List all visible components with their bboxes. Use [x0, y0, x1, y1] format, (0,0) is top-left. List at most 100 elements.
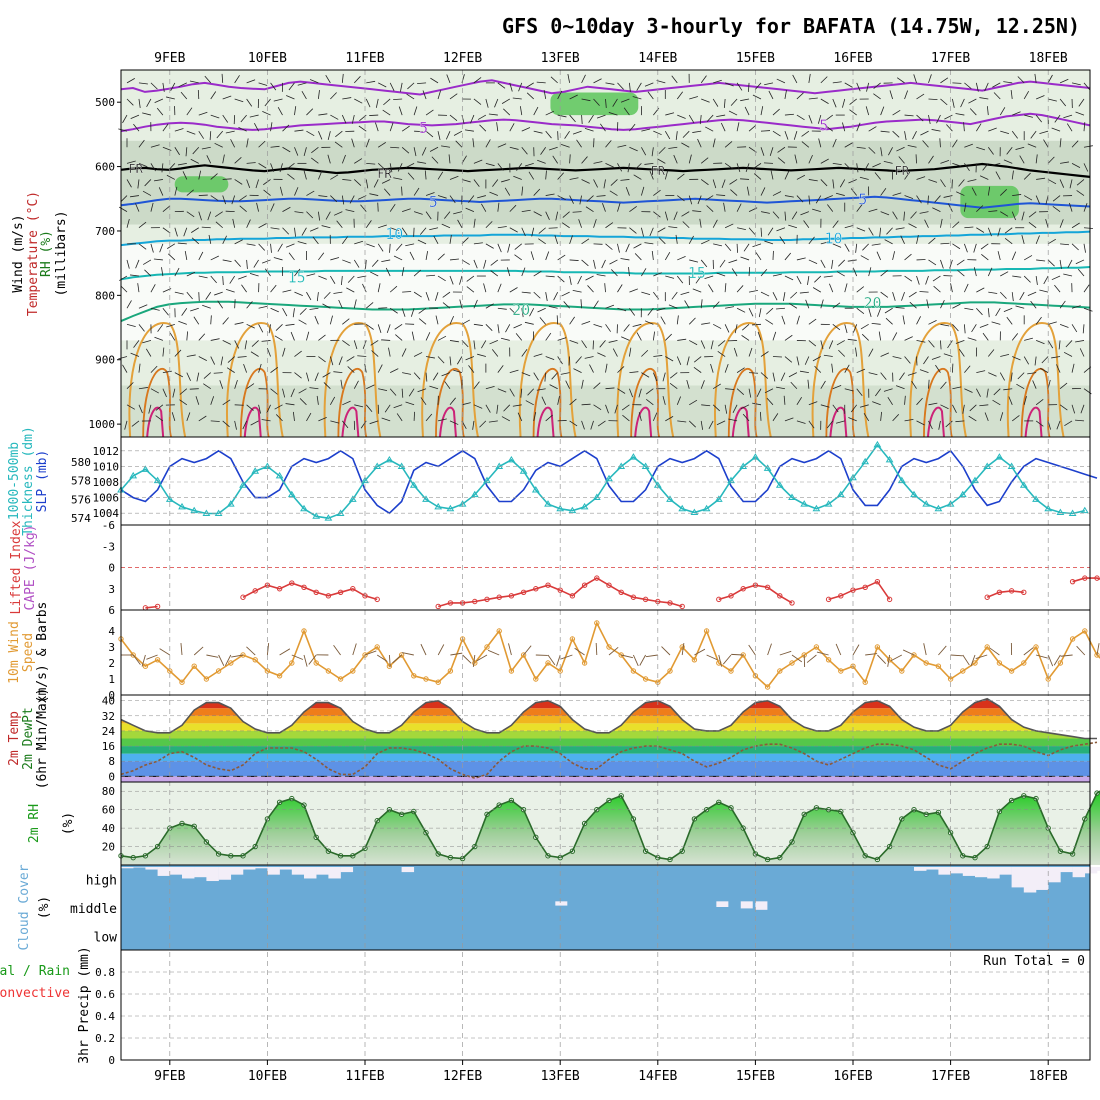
wind-barb: [1059, 138, 1062, 148]
wind-barb: [856, 163, 859, 173]
date-label-top: 16FEB: [833, 51, 872, 66]
wind-barb: [602, 203, 606, 212]
wind-barb: [969, 108, 977, 116]
wind-barb: [453, 130, 463, 136]
wind-barb: [378, 224, 387, 229]
surface-wind-barb: [291, 654, 304, 660]
wind-barb: [342, 340, 350, 347]
wind-barb: [306, 331, 310, 341]
wind-barb: [222, 399, 231, 406]
wind-barb: [730, 189, 738, 196]
wind-barb: [401, 388, 404, 398]
run-total-label: Run Total = 0: [983, 954, 1085, 969]
wind-barb: [275, 414, 283, 422]
temp-color-band: [121, 753, 1090, 762]
wind-barb: [154, 98, 164, 103]
wind-barb: [246, 79, 256, 84]
wind-barb: [1054, 284, 1061, 293]
wind-barb: [825, 125, 834, 132]
wind-barb: [823, 275, 833, 278]
wind-barb: [1043, 275, 1049, 285]
wind-barb: [863, 163, 870, 172]
wind-barb: [461, 340, 469, 348]
wind-barb: [916, 275, 920, 285]
wind-barb: [246, 404, 254, 411]
wind-barb: [287, 173, 295, 180]
surface-wind-barb: [887, 654, 891, 667]
wind-barb: [208, 234, 212, 244]
wind-barb: [664, 211, 669, 221]
wind-barb: [1047, 259, 1055, 267]
wind-barb: [118, 356, 128, 360]
wind-barb: [1064, 420, 1073, 427]
wind-barb: [916, 340, 926, 343]
wind-barb: [381, 339, 391, 341]
isotherm-label: 10: [824, 230, 842, 248]
wind-barb: [497, 324, 500, 334]
wind-barb: [347, 275, 355, 283]
wind-barb: [526, 92, 534, 100]
wind-barb: [593, 323, 603, 328]
wind-barb: [908, 291, 917, 298]
wind-barb: [290, 388, 295, 398]
wind-barb: [311, 146, 319, 154]
wind-barb: [413, 147, 417, 157]
side-label: RH (%): [39, 230, 54, 277]
wind-barb: [856, 286, 865, 293]
wind-barb: [1036, 177, 1046, 180]
wind-barb: [186, 189, 194, 196]
cloud-tick: middle: [70, 902, 117, 917]
wind-barb: [736, 203, 742, 212]
wind-barb: [333, 211, 343, 216]
precip-tick: 0.8: [95, 966, 115, 979]
wind-barb: [777, 146, 786, 153]
wind-barb: [856, 227, 866, 232]
wind-barb: [509, 204, 517, 212]
wind-barb: [791, 211, 798, 220]
wind-barb: [940, 98, 948, 106]
cloud-bar-high: [1072, 867, 1086, 878]
wind-barb: [665, 112, 675, 116]
wind-barb: [198, 356, 207, 361]
wind-barb: [903, 211, 905, 221]
rh-high-patch: [960, 185, 1019, 219]
wind-barb: [521, 209, 531, 213]
wind-barb: [365, 302, 374, 309]
wind-barb: [701, 322, 711, 325]
surface-wind-barb: [560, 654, 573, 660]
wind-barb: [700, 299, 703, 309]
wind-barb: [138, 243, 147, 250]
wind-barb: [872, 162, 881, 168]
cloud-tick: high: [86, 874, 117, 889]
wind-barb: [250, 351, 259, 357]
wind-barb: [468, 365, 475, 373]
wind-barb: [976, 146, 986, 151]
panel-frame-precip: [120, 949, 1091, 1061]
wind-barb: [366, 384, 375, 390]
wind-barb: [725, 388, 735, 390]
wind-barb: [568, 356, 571, 366]
wind-barb: [1017, 372, 1025, 380]
wind-barb: [817, 114, 822, 124]
wind-barb: [578, 219, 582, 228]
side-label: 3hr Precip (mm): [77, 946, 92, 1063]
wind-barb: [1011, 211, 1016, 221]
wind-barb: [1071, 404, 1076, 414]
wind-barb: [389, 388, 397, 396]
wind-barb: [461, 259, 470, 265]
wind-barb: [1012, 275, 1022, 278]
wind-barb: [581, 98, 591, 102]
surface-wind-barb: [141, 654, 146, 667]
wind-barb: [818, 138, 822, 148]
isotherm--5: [120, 112, 1091, 133]
wind-barb: [1058, 340, 1061, 350]
wind-barb: [856, 82, 861, 92]
wind-barb: [689, 259, 699, 263]
wind-barb: [138, 404, 143, 414]
wind-barb: [708, 420, 714, 430]
wind-barb: [764, 82, 774, 86]
wind-barb: [700, 259, 708, 268]
isotherm-10: [120, 230, 1091, 247]
wind-barb: [1035, 195, 1041, 204]
wind-barb: [999, 291, 1007, 299]
